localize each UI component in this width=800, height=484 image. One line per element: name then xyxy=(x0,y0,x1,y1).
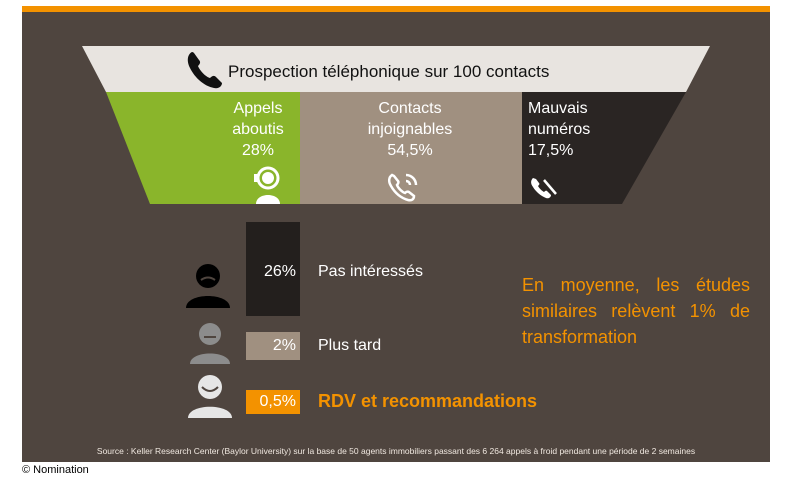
segment-label-mauvais: Mauvais numéros 17,5% xyxy=(528,98,602,161)
segment-label-line2: numéros xyxy=(528,121,591,138)
segment-label-line1: Mauvais xyxy=(528,100,588,117)
source-citation: Source : Keller Research Center (Baylor … xyxy=(96,446,696,456)
infographic-panel: Prospection téléphonique sur 100 contact… xyxy=(22,6,770,462)
ringing-phone-icon xyxy=(387,173,418,202)
outcome-bar xyxy=(246,222,300,316)
average-note: En moyenne, les études similaires relève… xyxy=(522,275,750,347)
outcome-label: Plus tard xyxy=(318,337,382,354)
segment-label-line2: aboutis xyxy=(232,121,284,138)
segment-label-line2: injoignables xyxy=(367,121,453,138)
outcome-bar xyxy=(246,390,300,414)
neutral-face-icon xyxy=(190,323,230,364)
segment-mauvais-numeros xyxy=(522,92,686,204)
phone-icon xyxy=(187,52,222,89)
segment-label-line1: Contacts xyxy=(378,100,442,117)
segment-value: 28% xyxy=(241,142,275,159)
segment-value: 54,5% xyxy=(387,142,433,159)
outcome-value: 26% xyxy=(263,263,296,280)
funnel-graphic xyxy=(82,46,710,204)
outcome-bar xyxy=(246,332,300,360)
segment-appels-aboutis xyxy=(106,92,300,204)
funnel-title: Prospection téléphonique sur 100 contact… xyxy=(228,62,550,81)
funnel-top-band xyxy=(82,46,710,92)
outcome-value: 2% xyxy=(272,337,296,354)
broken-phone-icon xyxy=(531,178,557,199)
copyright-notice: © Nomination xyxy=(22,464,89,476)
segment-label-line1: Appels xyxy=(233,100,283,117)
orange-top-bar xyxy=(22,6,770,12)
sad-face-icon xyxy=(186,264,230,308)
segment-label-appels: Appels aboutis 28% xyxy=(218,98,298,161)
segment-contacts-injoignables xyxy=(300,92,522,204)
outcome-label: Pas intéressés xyxy=(318,263,423,280)
operator-icon xyxy=(254,166,280,204)
segment-label-contacts: Contacts injoignables 54,5% xyxy=(340,98,480,161)
segment-value: 17,5% xyxy=(528,142,574,159)
happy-face-icon xyxy=(188,375,232,418)
outcome-label: RDV et recommandations xyxy=(318,391,538,411)
outcome-value: 0,5% xyxy=(259,393,296,410)
